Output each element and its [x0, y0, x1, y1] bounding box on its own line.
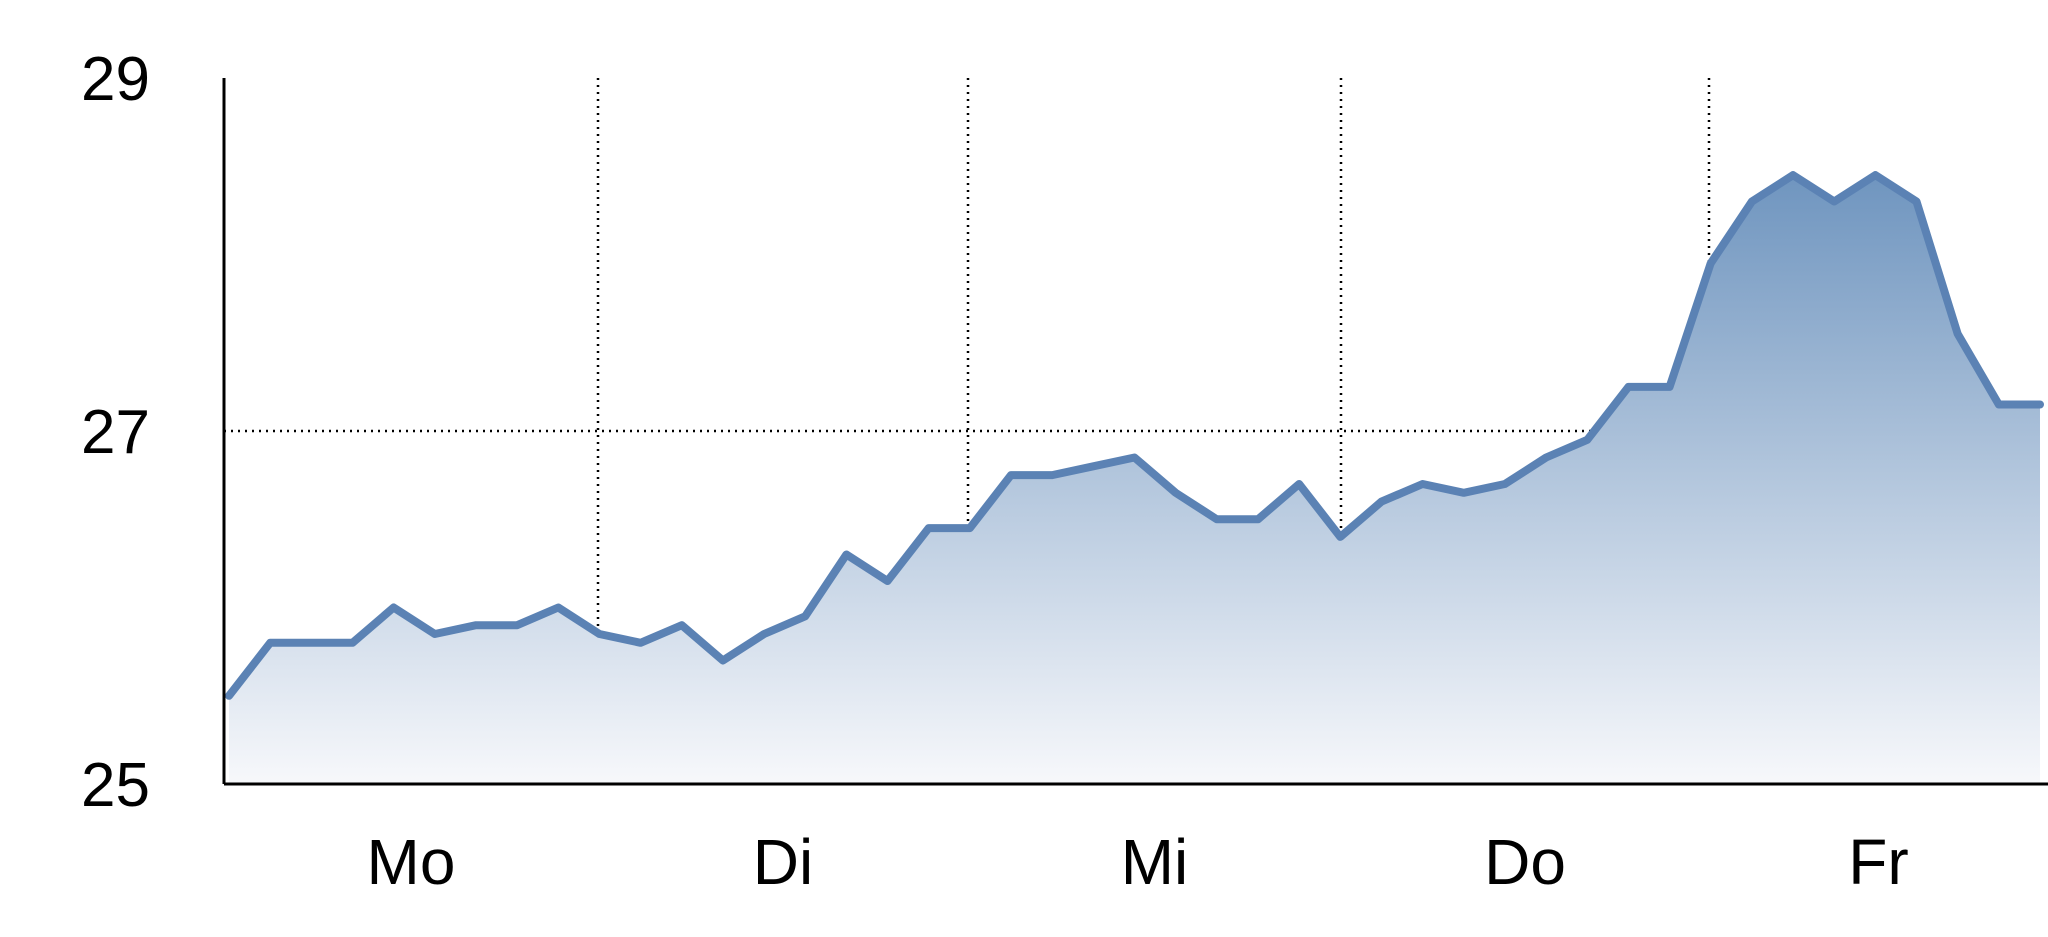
y-tick-label: 25: [81, 751, 150, 820]
data-point: [884, 577, 892, 585]
x-tick-label: Do: [1484, 826, 1566, 898]
x-tick-label: Mo: [367, 826, 456, 898]
y-tick-label: 27: [81, 398, 150, 467]
data-point: [266, 639, 274, 647]
data-point: [760, 630, 768, 638]
data-point: [1830, 198, 1838, 206]
data-point: [595, 630, 603, 638]
data-point: [431, 630, 439, 638]
data-point: [1089, 462, 1097, 470]
data-point: [1707, 259, 1715, 267]
x-tick-label: Di: [753, 826, 813, 898]
x-axis-tick-labels: Mo Di Mi Do Fr: [367, 826, 1909, 898]
data-point: [1954, 330, 1962, 338]
data-point: [637, 639, 645, 647]
data-point: [1542, 454, 1550, 462]
data-point: [719, 657, 727, 665]
data-point: [1213, 515, 1221, 523]
data-point: [678, 621, 686, 629]
data-point: [1048, 471, 1056, 479]
data-point: [1995, 401, 2003, 409]
data-point: [842, 551, 850, 559]
data-point: [1666, 383, 1674, 391]
data-point: [1624, 383, 1632, 391]
data-point: [1254, 515, 1262, 523]
data-point: [925, 524, 933, 532]
data-point: [1913, 198, 1921, 206]
data-point: [513, 621, 521, 629]
data-point: [1871, 171, 1879, 179]
data-point: [472, 621, 480, 629]
data-point: [1583, 436, 1591, 444]
data-point: [1748, 198, 1756, 206]
data-point: [390, 604, 398, 612]
data-point: [801, 612, 809, 620]
data-point: [1378, 498, 1386, 506]
series-area-fill: [229, 175, 2040, 785]
y-tick-label: 29: [81, 45, 150, 114]
data-point: [225, 692, 233, 700]
data-point: [1007, 471, 1015, 479]
data-point: [1172, 489, 1180, 497]
x-tick-label: Fr: [1848, 826, 1908, 898]
data-point: [307, 639, 315, 647]
data-point: [2036, 401, 2044, 409]
data-point: [1460, 489, 1468, 497]
data-point: [554, 604, 562, 612]
data-point: [1789, 171, 1797, 179]
data-point: [1131, 454, 1139, 462]
x-tick-label: Mi: [1121, 826, 1189, 898]
data-point: [966, 524, 974, 532]
data-point: [1501, 480, 1509, 488]
data-point: [1419, 480, 1427, 488]
data-point: [1295, 480, 1303, 488]
data-point: [349, 639, 357, 647]
data-point: [1336, 533, 1344, 541]
y-axis-tick-labels: 25 27 29: [81, 45, 150, 820]
series-line: [225, 171, 2044, 700]
